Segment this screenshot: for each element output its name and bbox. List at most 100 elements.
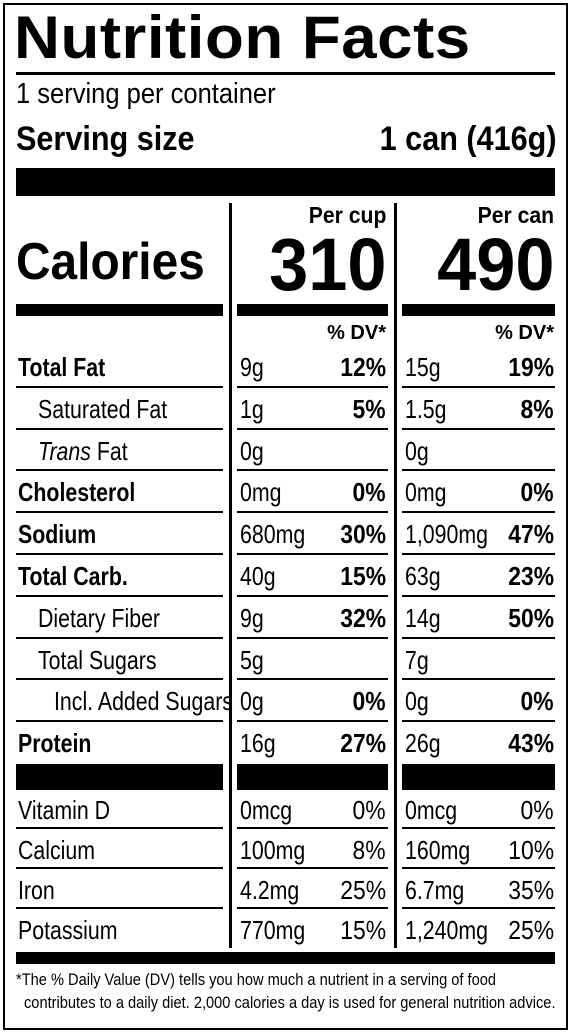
row-divider [402,469,555,472]
row-divider [16,427,223,430]
vitamin-separator-cup [237,764,388,790]
row-divider [402,720,555,723]
per-can-header: Per can [477,202,554,228]
row-divider [237,827,388,829]
row-divider [16,594,223,597]
dv-per-can: 10% [508,835,554,865]
row-divider [237,720,388,723]
row-divider [237,469,388,472]
amount-per-cup: 1g [240,393,264,424]
amount-per-cup: 5g [240,644,264,675]
nutrient-name: Total Fat [18,352,106,382]
amount-per-can: 14g [405,602,441,633]
servings-per-container: 1 serving per container [16,78,276,110]
column-separator-cup [229,203,232,948]
row-divider [402,907,555,909]
row-divider [402,827,555,829]
row-divider [402,867,555,869]
row-divider [16,469,223,472]
row-divider [237,385,388,388]
column-separator-can [394,203,397,948]
nutrient-name: Total Sugars [38,644,157,675]
dv-header-can: % DV* [495,322,554,344]
amount-per-can: 26g [405,728,441,759]
dv-per-cup: 5% [352,393,386,424]
dv-per-can: 23% [508,561,554,591]
nutrient-name: Potassium [18,915,118,945]
amount-per-can: 1,090mg [405,519,488,550]
row-divider [237,678,388,681]
row-divider [237,594,388,597]
dv-per-can: 25% [508,915,554,945]
calories-bar-can [402,304,555,316]
row-divider [402,678,555,681]
amount-per-cup: 40g [240,561,276,591]
row-divider [16,720,223,723]
amount-per-can: 1.5g [405,393,447,424]
per-cup-header: Per cup [308,202,386,228]
amount-per-cup: 9g [240,352,264,382]
row-divider [237,553,388,555]
amount-per-cup: 16g [240,728,276,759]
calories-label: Calories [16,233,205,291]
nutrient-name-rest: Fat [90,435,128,466]
footnote-line-2: contributes to a daily diet. 2,000 calor… [24,993,556,1012]
page-title: Nutrition Facts [14,4,471,71]
amount-per-cup: 0mg [240,477,282,508]
dv-per-can: 8% [520,393,554,424]
row-divider [16,907,223,909]
dv-per-can: 50% [508,602,554,633]
amount-per-cup: 680mg [240,519,306,550]
amount-per-can: 6.7mg [405,875,465,905]
amount-per-cup: 0mcg [240,795,293,825]
amount-per-cup: 0g [240,686,264,717]
divider [16,72,555,75]
amount-per-cup: 0g [240,435,264,466]
amount-per-can: 160mg [405,835,471,865]
row-divider [402,427,555,430]
dv-per-can: 43% [508,728,554,759]
amount-per-can: 63g [405,561,441,591]
amount-per-can: 0mcg [405,795,458,825]
calories-per-can: 490 [436,223,554,306]
dv-per-cup: 25% [340,875,386,905]
row-divider [16,678,223,681]
dv-per-cup: 30% [340,519,386,550]
row-divider [402,511,555,514]
row-divider [16,636,223,639]
calories-bar-label [16,304,223,316]
dv-per-can: 0% [520,795,554,825]
row-divider [402,636,555,639]
dv-per-cup: 32% [340,602,386,633]
nutrient-name: Incl. Added Sugars [54,686,233,717]
row-divider [16,867,223,869]
amount-per-cup: 9g [240,602,264,633]
bottom-divider [16,952,555,964]
nutrient-name: Dietary Fiber [38,602,161,633]
amount-per-can: 1,240mg [405,915,488,945]
dv-header-cup: % DV* [327,322,386,344]
nutrient-name: Calcium [18,835,96,865]
nutrient-name: Trans Fat [38,436,128,467]
nutrient-name: Sodium [18,519,97,550]
dv-per-cup: 15% [340,915,386,945]
dv-per-can: 0% [520,477,554,508]
row-divider [237,427,388,430]
dv-per-can: 35% [508,875,554,905]
row-divider [16,827,223,829]
dv-per-cup: 8% [352,835,386,865]
dv-per-cup: 27% [340,728,386,759]
calories-per-cup: 310 [268,223,386,306]
amount-per-cup: 4.2mg [240,875,300,905]
row-divider [237,867,388,869]
dv-per-cup: 0% [352,686,386,717]
dv-per-cup: 0% [352,795,386,825]
dv-per-can: 0% [520,686,554,717]
vitamin-separator-can [402,764,555,790]
serving-size-value: 1 can (416g) [380,120,557,158]
amount-per-can: 0mg [405,477,447,508]
serving-size-label: Serving size [16,120,195,158]
row-divider [237,511,388,514]
dv-per-can: 19% [508,352,554,382]
row-divider [402,385,555,388]
